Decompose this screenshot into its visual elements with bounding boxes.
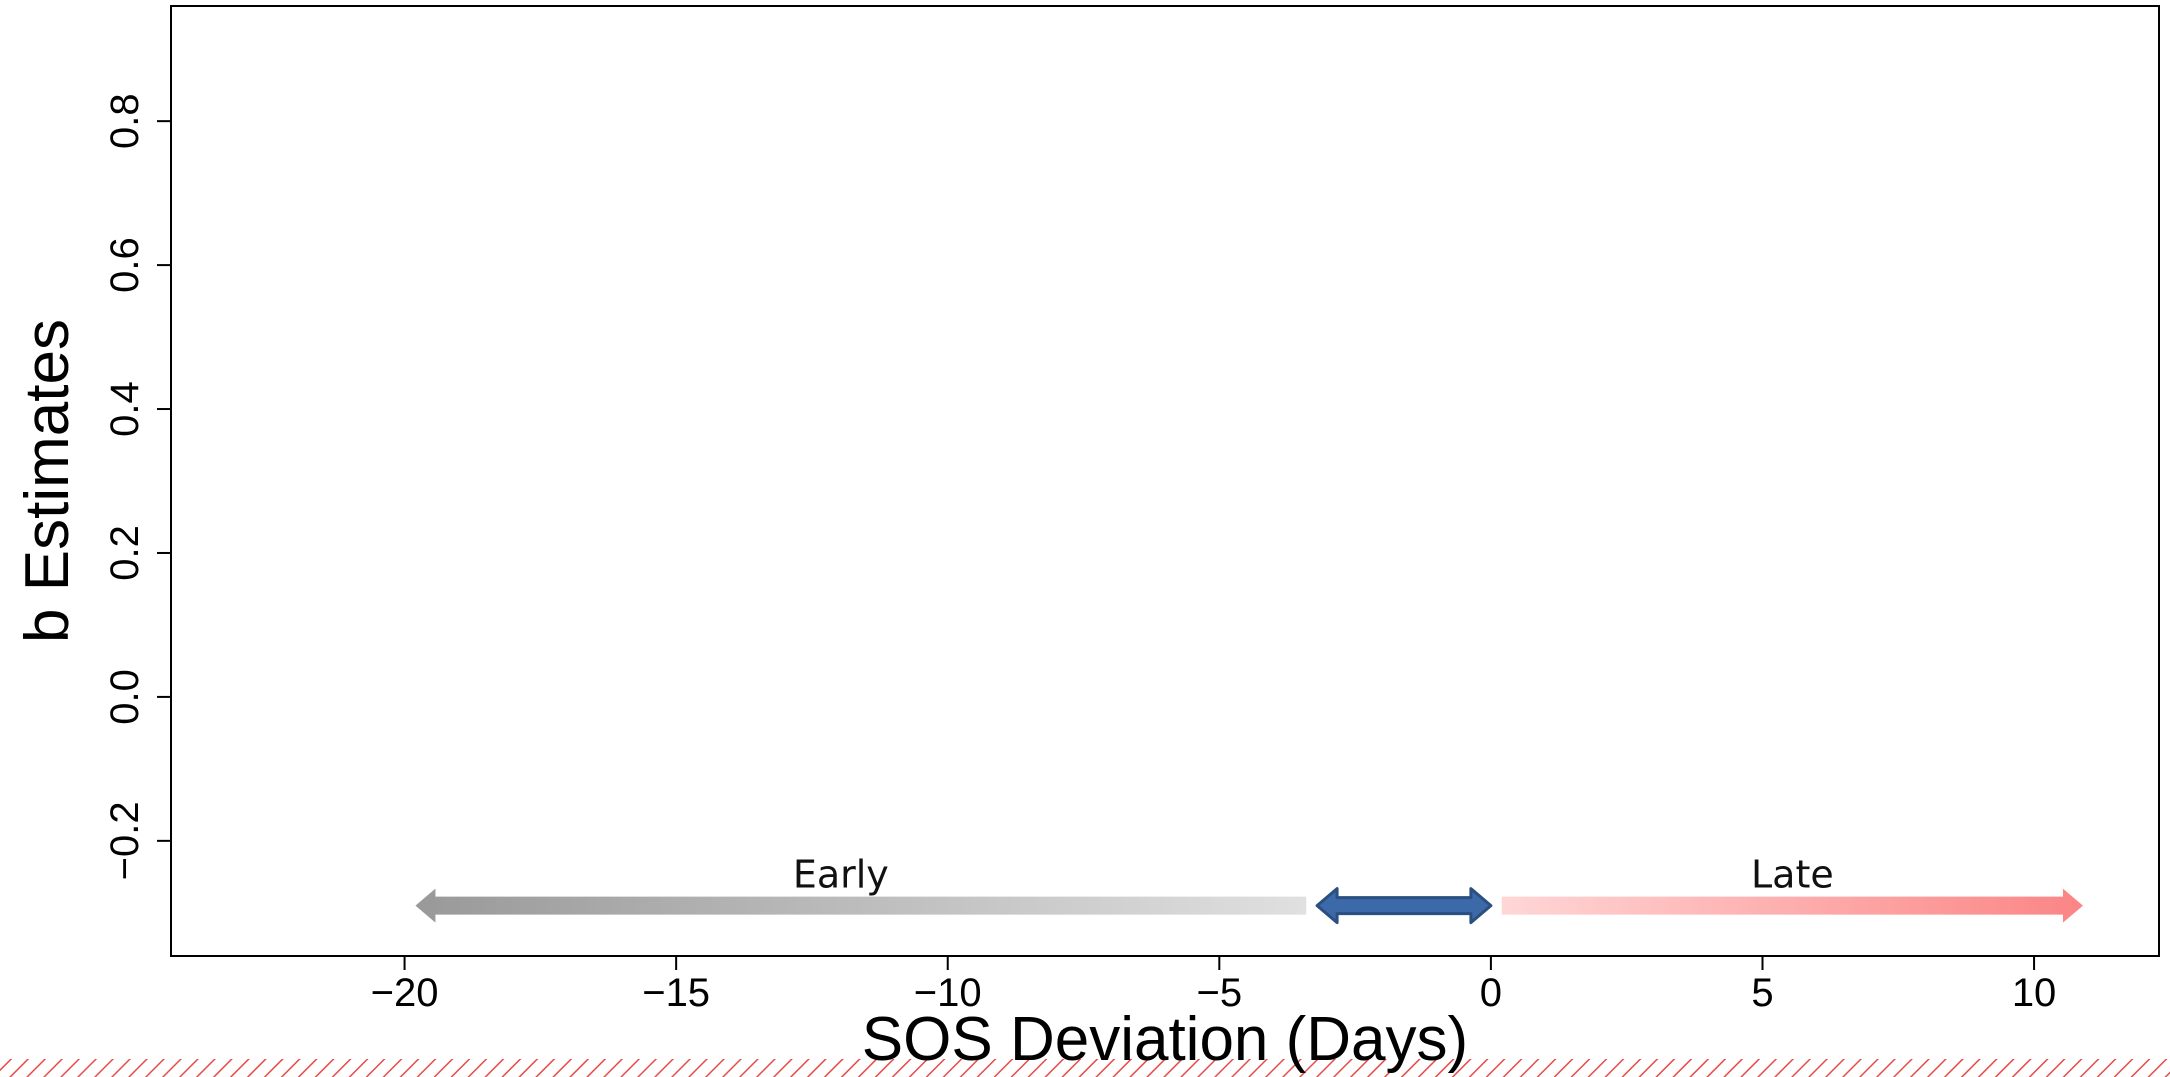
x-tick-label: 10 — [2012, 971, 2057, 1015]
y-tick-label: −0.2 — [103, 801, 147, 880]
plot-frame — [170, 5, 2160, 957]
bottom-hatch-strip — [0, 1059, 2170, 1077]
x-tick-label: −5 — [1197, 971, 1243, 1015]
y-axis-title: b Estimates — [13, 319, 82, 643]
x-tick-label: 0 — [1480, 971, 1502, 1015]
late-arrow — [1501, 888, 2083, 923]
x-tick-label: −10 — [914, 971, 982, 1015]
y-tick-label: 0.2 — [103, 525, 147, 581]
normal-double-arrow — [1315, 887, 1493, 925]
x-tick-label: −20 — [371, 971, 439, 1015]
timing-arrows: Early Late — [415, 853, 2083, 925]
y-axis: −0.2 0.0 0.2 0.4 0.6 0.8 — [103, 93, 171, 880]
early-label: Early — [793, 853, 889, 897]
y-tick-label: 0.0 — [103, 669, 147, 725]
x-tick-label: −15 — [642, 971, 710, 1015]
y-tick-label: 0.8 — [103, 93, 147, 149]
y-tick-label: 0.6 — [103, 237, 147, 293]
late-label: Late — [1751, 853, 1834, 897]
x-axis: −20 −15 −10 −5 0 5 10 — [371, 956, 2057, 1015]
x-axis-title: SOS Deviation (Days) — [862, 1005, 1468, 1074]
early-arrow — [415, 888, 1307, 923]
y-tick-label: 0.4 — [103, 381, 147, 437]
x-tick-label: 5 — [1751, 971, 1773, 1015]
